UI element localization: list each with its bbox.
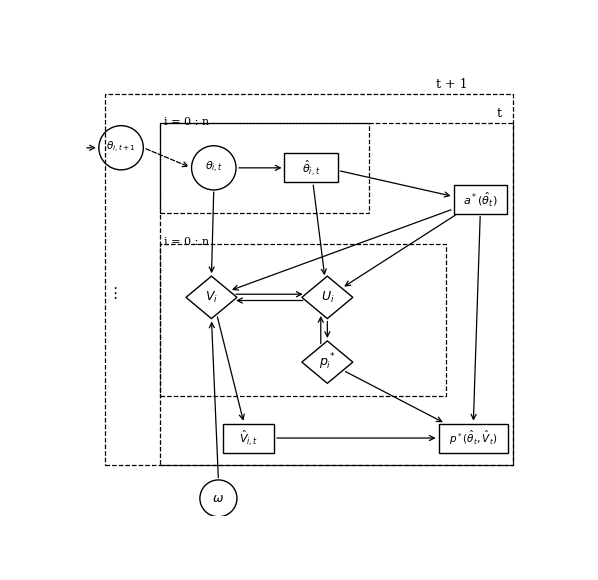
FancyArrowPatch shape — [87, 145, 94, 150]
FancyArrowPatch shape — [236, 292, 301, 297]
FancyArrowPatch shape — [233, 210, 451, 290]
Text: $\hat{\theta}_{i,t}$: $\hat{\theta}_{i,t}$ — [302, 158, 321, 177]
FancyArrowPatch shape — [277, 436, 434, 441]
Text: $\vdots$: $\vdots$ — [106, 285, 117, 301]
Bar — [160, 123, 369, 212]
Text: $\theta_{i,t+1}$: $\theta_{i,t+1}$ — [106, 140, 136, 155]
Bar — [160, 244, 446, 396]
Bar — [105, 94, 512, 465]
Text: $p_i^*$: $p_i^*$ — [319, 352, 335, 372]
FancyArrowPatch shape — [209, 322, 218, 478]
FancyArrowPatch shape — [318, 317, 324, 343]
FancyArrowPatch shape — [346, 372, 442, 422]
Bar — [223, 423, 274, 452]
Text: $a^*(\hat{\theta}_t)$: $a^*(\hat{\theta}_t)$ — [463, 190, 498, 208]
Text: $U_i$: $U_i$ — [321, 290, 334, 305]
Text: $\hat{V}_{i,t}$: $\hat{V}_{i,t}$ — [239, 428, 258, 448]
FancyArrowPatch shape — [237, 298, 303, 303]
Text: $\theta_{i,t}$: $\theta_{i,t}$ — [205, 160, 223, 175]
Bar — [454, 184, 507, 213]
Bar — [438, 423, 508, 452]
Bar — [160, 123, 512, 465]
Bar — [285, 153, 338, 182]
Text: $\omega$: $\omega$ — [212, 492, 224, 505]
Text: i = 0 : n: i = 0 : n — [164, 117, 209, 127]
FancyArrowPatch shape — [325, 321, 330, 337]
Text: t + 1: t + 1 — [437, 78, 468, 91]
FancyArrowPatch shape — [218, 317, 244, 419]
FancyArrowPatch shape — [345, 215, 455, 286]
Text: $V_i$: $V_i$ — [205, 290, 218, 305]
Text: t: t — [496, 107, 502, 120]
FancyArrowPatch shape — [146, 149, 188, 166]
FancyArrowPatch shape — [209, 192, 214, 272]
FancyArrowPatch shape — [471, 216, 480, 419]
Text: $p^*(\hat{\theta}_t, \hat{V}_t)$: $p^*(\hat{\theta}_t, \hat{V}_t)$ — [449, 429, 498, 447]
FancyArrowPatch shape — [340, 171, 450, 197]
FancyArrowPatch shape — [313, 185, 327, 274]
Text: i = 0 : n: i = 0 : n — [164, 237, 209, 247]
FancyArrowPatch shape — [239, 165, 280, 171]
